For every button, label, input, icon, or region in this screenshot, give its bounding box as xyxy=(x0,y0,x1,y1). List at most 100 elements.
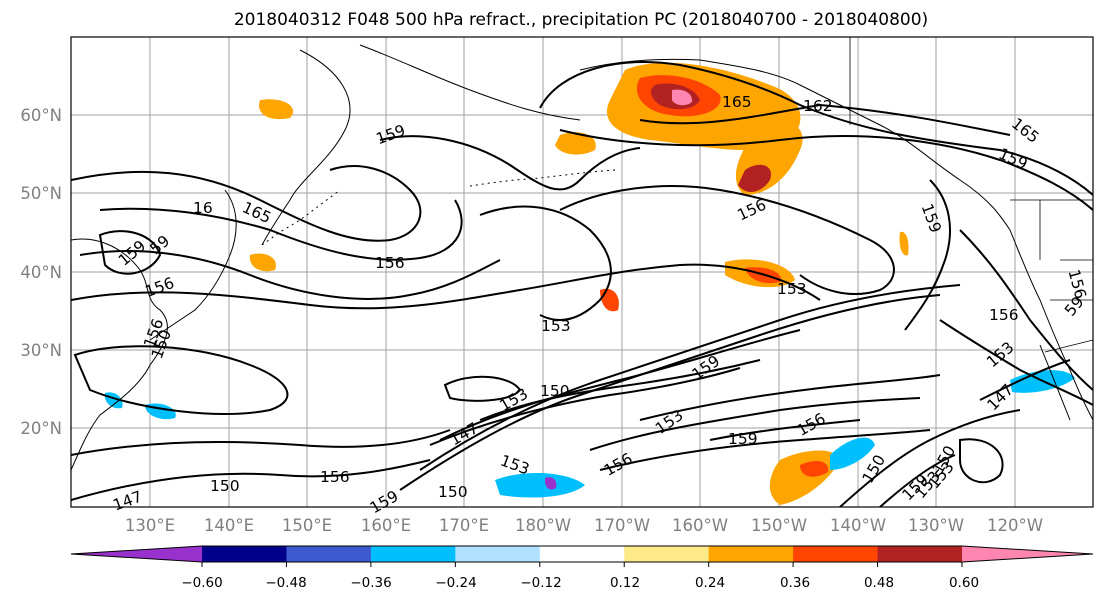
lat-label-20n: 20°N xyxy=(20,419,62,438)
border-us-mexico xyxy=(1044,339,1093,353)
colorbar-tick-label: 0.60 xyxy=(949,575,979,591)
coastline-kuril-chain xyxy=(261,189,341,246)
map-panel: 165 162 165 159 159 159 16 165 156 156 1… xyxy=(70,36,1094,517)
coastlines xyxy=(71,44,1093,471)
coastline-asia xyxy=(71,238,168,471)
contour-153-tropic xyxy=(639,374,941,421)
colorbar-segment xyxy=(877,546,963,562)
lon-label-170e: 170°E xyxy=(439,516,489,535)
contour-label: 153 xyxy=(541,317,571,335)
precip-patch-tropical-red xyxy=(800,460,829,477)
colorbar-tick-label: −0.36 xyxy=(350,575,391,591)
precip-patch-blue-dateline xyxy=(495,473,585,498)
colorbar-segment xyxy=(624,546,710,562)
contour-label: 150 xyxy=(210,477,240,495)
contour-label: 165 xyxy=(722,93,752,111)
contour-label: 150 xyxy=(540,382,570,400)
colorbar-tick-label: −0.12 xyxy=(520,575,561,591)
contour-156-south xyxy=(71,429,451,456)
precip-patch-kuril xyxy=(249,253,276,272)
lon-label-160e: 160°E xyxy=(361,516,411,535)
precip-patch-aleutian xyxy=(555,132,596,155)
borders xyxy=(849,37,1093,353)
contour-150-tropic xyxy=(589,397,921,451)
lon-label-180w: 180°W xyxy=(515,516,571,535)
precip-patch-orange-east xyxy=(899,231,909,256)
contour-jet-153-a xyxy=(439,329,801,441)
colorbar-tick-label: 0.24 xyxy=(695,575,725,591)
colorbar-ticks xyxy=(201,562,963,567)
colorbar-tick-label: 0.48 xyxy=(864,575,894,591)
colorbar-extend-high xyxy=(962,546,1093,562)
contour-label: 16 xyxy=(193,199,213,217)
colorbar-tick-label: −0.24 xyxy=(435,575,476,591)
precip-patch-blue-tropical xyxy=(830,437,875,470)
precipitation-shading xyxy=(104,62,1075,505)
lon-label-140w: 140°W xyxy=(830,516,886,535)
refractivity-contours xyxy=(71,61,1093,507)
contour-jet-159-a xyxy=(419,284,961,471)
longitude-labels: 130°E 140°E 150°E 160°E 170°E 180°W 170°… xyxy=(125,516,1043,535)
contour-156-tropic xyxy=(599,429,931,471)
lat-label-30n: 30°N xyxy=(20,341,62,360)
contour-west-loop-a xyxy=(73,345,289,415)
contour-162-west xyxy=(99,199,463,261)
lat-label-60n: 60°N xyxy=(20,106,62,125)
contour-label: 162 xyxy=(803,97,833,115)
map-frame xyxy=(70,36,1094,508)
colorbar-segment xyxy=(455,546,541,562)
colorbar-segment xyxy=(708,546,794,562)
lon-label-160w: 160°W xyxy=(672,516,728,535)
colorbar-segment xyxy=(539,546,625,562)
colorbar: −0.60 −0.48 −0.36 −0.24 −0.12 0.12 0.24 … xyxy=(70,545,1094,591)
contour-label: 156 xyxy=(320,468,350,486)
contour-south-east-b xyxy=(879,454,956,507)
contour-153-mid xyxy=(479,205,612,321)
lon-label-120w: 120°W xyxy=(987,516,1043,535)
colorbar-segment xyxy=(370,546,456,562)
lon-label-140e: 140°E xyxy=(204,516,254,535)
colorbar-tick-label: 0.12 xyxy=(610,575,640,591)
contour-162 xyxy=(639,103,1011,136)
colorbar-segments xyxy=(70,545,1094,563)
colorbar-segment xyxy=(202,546,287,562)
contour-jet-156-a xyxy=(399,294,941,491)
lon-label-130e: 130°E xyxy=(125,516,175,535)
contour-label: 156 xyxy=(989,306,1019,324)
contour-159-east xyxy=(904,179,951,331)
precip-patch-okhotsk xyxy=(259,99,294,120)
contour-east-loop xyxy=(959,438,1004,484)
contour-153-east xyxy=(939,319,1093,406)
lon-label-130w: 130°W xyxy=(908,516,964,535)
precip-patch-purple-dateline xyxy=(544,477,557,490)
contour-label: 150 xyxy=(438,483,468,501)
contour-150-loop xyxy=(443,375,522,402)
coastline-kamchatka xyxy=(261,49,351,246)
lon-label-170w: 170°W xyxy=(594,516,650,535)
contour-147 xyxy=(429,367,741,446)
contour-165-north xyxy=(539,61,1093,196)
figure-title: 2018040312 F048 500 hPa refract., precip… xyxy=(234,10,928,30)
contour-jet-150-a xyxy=(479,359,761,421)
lon-label-150w: 150°W xyxy=(751,516,807,535)
coastline-alaska xyxy=(579,58,1011,231)
coastline-baja xyxy=(1039,344,1071,421)
colorbar-tick-labels: −0.60 −0.48 −0.36 −0.24 −0.12 0.12 0.24 … xyxy=(181,575,979,591)
contour-147-east xyxy=(979,359,1071,401)
latitude-labels: 60°N 50°N 40°N 30°N 20°N xyxy=(20,106,62,438)
contour-159-west xyxy=(379,135,641,191)
contour-156-north-center xyxy=(559,185,895,296)
lat-label-50n: 50°N xyxy=(20,184,62,203)
contour-label: 153 xyxy=(777,280,807,298)
lon-label-150e: 150°E xyxy=(282,516,332,535)
contour-159-north xyxy=(559,129,1093,211)
contour-159-tropic xyxy=(709,419,861,441)
precip-patch-alaska-pink xyxy=(672,89,693,106)
contour-south-east-a xyxy=(839,409,1021,507)
contour-156-mid xyxy=(71,263,821,310)
coastline-siberia xyxy=(359,44,581,121)
colorbar-tick-label: 0.36 xyxy=(780,575,810,591)
contour-west-loop-b xyxy=(98,230,162,275)
contour-label: 156 xyxy=(375,254,405,272)
